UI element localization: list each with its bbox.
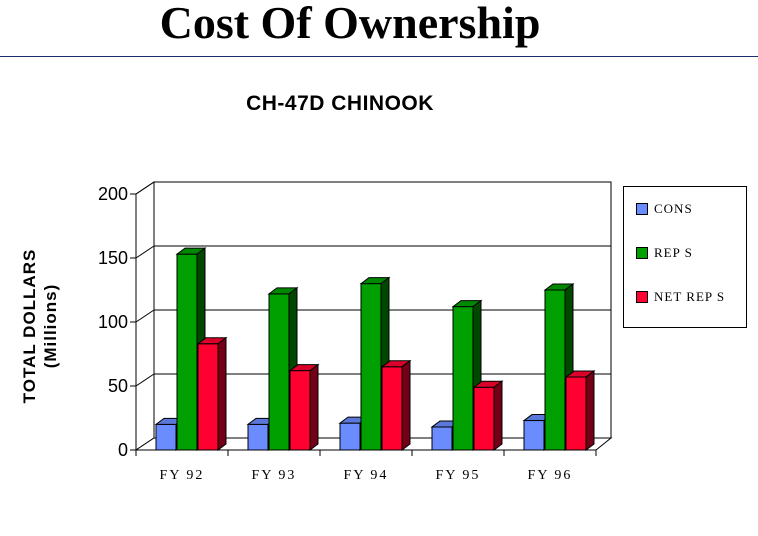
legend-item-cons: CONS (636, 201, 693, 216)
x-tick-label: FY 93 (252, 468, 297, 483)
x-tick-label: FY 95 (436, 468, 481, 483)
bar (360, 283, 382, 451)
x-tick-label: FY 92 (160, 468, 205, 483)
bar (176, 253, 198, 451)
bar (473, 386, 495, 451)
legend-item-reps: REP S (636, 245, 693, 260)
chart-title: CH-47D CHINOOK (246, 92, 434, 115)
y-tick-label: 50 (108, 376, 128, 396)
bar-side (309, 363, 319, 451)
bar (431, 426, 453, 451)
bar-side (493, 380, 503, 451)
bar (381, 366, 403, 451)
gridline-side (135, 181, 155, 195)
legend-swatch-net-reps (636, 291, 648, 303)
bar (565, 376, 587, 451)
legend-label-cons: CONS (654, 201, 693, 216)
bar (339, 422, 361, 451)
bar (247, 423, 269, 451)
title-rule (0, 56, 758, 57)
y-tick-label: 100 (98, 312, 128, 332)
page-title: Cost Of Ownership (159, 0, 541, 48)
legend-label-net-reps: NET REP S (654, 289, 726, 304)
bar-side (585, 370, 595, 451)
bar (268, 293, 290, 451)
bar (289, 370, 311, 451)
legend-item-net-reps: NET REP S (636, 289, 726, 304)
bar (544, 289, 566, 451)
legend-swatch-cons (636, 203, 648, 215)
x-tick-label: FY 94 (344, 468, 389, 483)
gridline-side (135, 245, 155, 259)
bar-side (401, 359, 411, 451)
bar (197, 343, 219, 451)
gridline-side (135, 309, 155, 323)
bar (155, 423, 177, 451)
y-tick-label: 200 (98, 184, 128, 204)
gridline-side (135, 373, 155, 387)
y-tick-label: 150 (98, 248, 128, 268)
bar (523, 420, 545, 451)
bar (452, 306, 474, 451)
x-tick-label: FY 96 (528, 468, 573, 483)
y-tick-label: 0 (118, 440, 128, 460)
legend-swatch-reps (636, 247, 648, 259)
legend: CONS REP S NET REP S (623, 186, 747, 328)
legend-label-reps: REP S (654, 245, 693, 260)
bar-side (217, 336, 227, 451)
